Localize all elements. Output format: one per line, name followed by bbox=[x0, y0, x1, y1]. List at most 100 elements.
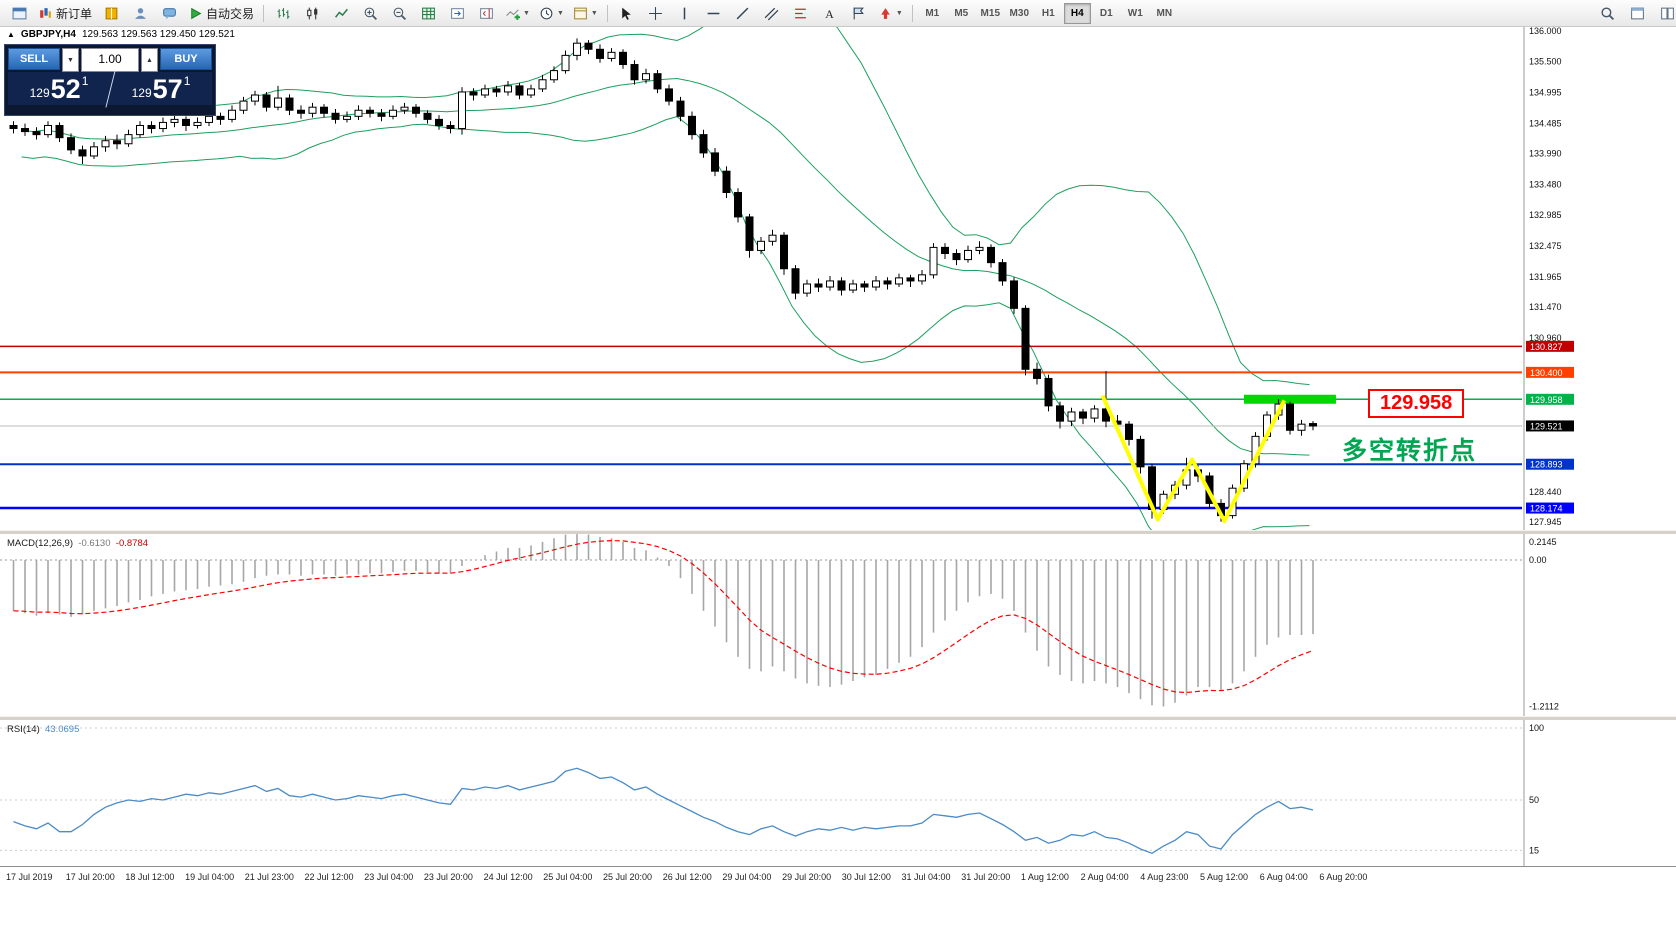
candlestick-chart-button[interactable] bbox=[298, 1, 326, 25]
channel-tool[interactable] bbox=[758, 1, 786, 25]
bars-chart-button[interactable] bbox=[269, 1, 297, 25]
toolbar-separator bbox=[606, 4, 608, 22]
svg-text:136.000: 136.000 bbox=[1529, 26, 1562, 36]
chart-shift-button[interactable] bbox=[472, 1, 500, 25]
rsi-panel: 100 50 15 RSI(14) 43.0695 bbox=[0, 720, 1676, 866]
terminal-icon-button[interactable] bbox=[5, 1, 33, 25]
horizontal-line-icon bbox=[707, 12, 720, 14]
indicators-button[interactable]: ▼ bbox=[501, 1, 534, 25]
market-watch-button[interactable] bbox=[414, 1, 442, 25]
svg-text:128.174: 128.174 bbox=[1530, 504, 1563, 514]
terminal-icon bbox=[12, 7, 26, 19]
person-icon bbox=[134, 7, 146, 19]
time-axis-label: 24 Jul 12:00 bbox=[483, 872, 533, 882]
play-icon bbox=[191, 7, 202, 19]
zoom-out-icon bbox=[393, 7, 406, 20]
time-axis-label: 17 Jul 20:00 bbox=[65, 872, 115, 882]
time-axis-label: 21 Jul 23:00 bbox=[244, 872, 294, 882]
svg-text:-1.2112: -1.2112 bbox=[1529, 702, 1559, 712]
volume-input[interactable]: 1.00 bbox=[81, 48, 139, 72]
time-axis-label: 29 Jul 04:00 bbox=[722, 872, 772, 882]
tf-button-m30[interactable]: M30 bbox=[1009, 7, 1029, 19]
time-axis-label: 31 Jul 04:00 bbox=[901, 872, 951, 882]
community-button[interactable] bbox=[126, 1, 154, 25]
volume-dropdown-caret[interactable]: ▼ bbox=[62, 48, 79, 72]
new-order-button[interactable]: 新订单 bbox=[34, 1, 96, 25]
tf-button-h4[interactable]: H4 bbox=[1063, 2, 1091, 24]
svg-text:130.400: 130.400 bbox=[1530, 368, 1563, 378]
tf-button-d1[interactable]: D1 bbox=[1099, 7, 1113, 19]
cursor-tool-button[interactable] bbox=[613, 1, 641, 25]
dropdown-caret-icon: ▼ bbox=[590, 9, 598, 17]
time-axis-label: 6 Aug 04:00 bbox=[1259, 872, 1308, 882]
tile-windows-button[interactable] bbox=[1653, 1, 1676, 25]
tf-button-w1[interactable]: W1 bbox=[1127, 7, 1143, 19]
time-axis-label: 31 Jul 20:00 bbox=[961, 872, 1011, 882]
crosshair-tool-button[interactable] bbox=[642, 1, 670, 25]
time-axis-label: 17 Jul 2019 bbox=[6, 872, 53, 882]
toolbar-separator bbox=[911, 4, 913, 22]
volume-spin-up[interactable]: ▲ bbox=[141, 48, 158, 72]
time-axis-label: 30 Jul 12:00 bbox=[841, 872, 891, 882]
svg-text:128.893: 128.893 bbox=[1530, 460, 1563, 470]
tf-button-m15[interactable]: M15 bbox=[980, 7, 1000, 19]
symbol-search-button[interactable] bbox=[1593, 1, 1621, 25]
templates-button[interactable]: ▼ bbox=[569, 1, 602, 25]
timeframe-bar: M1 M5 M15 M30 H1 H4 D1 W1 MN bbox=[918, 2, 1179, 24]
trendline-tool[interactable] bbox=[729, 1, 757, 25]
time-axis-label: 1 Aug 12:00 bbox=[1020, 872, 1069, 882]
new-order-label: 新订单 bbox=[56, 6, 93, 21]
vertical-line-tool[interactable] bbox=[671, 1, 699, 25]
tf-button-m1[interactable]: M1 bbox=[925, 7, 940, 19]
zoom-out-button[interactable] bbox=[385, 1, 413, 25]
time-axis-label: 23 Jul 20:00 bbox=[423, 872, 473, 882]
ohlc-bars-icon bbox=[277, 7, 289, 19]
candlestick-icon bbox=[306, 7, 317, 19]
autotrading-button[interactable]: 自动交易 bbox=[184, 1, 258, 25]
zoom-in-button[interactable] bbox=[356, 1, 384, 25]
svg-text:129.521: 129.521 bbox=[1530, 421, 1563, 431]
turning-point-annotation: 多空转折点 bbox=[1342, 437, 1478, 465]
label-tool[interactable] bbox=[845, 1, 873, 25]
time-axis-label: 6 Aug 20:00 bbox=[1319, 872, 1368, 882]
bid-point: 1 bbox=[81, 74, 89, 88]
time-axis-label: 23 Jul 04:00 bbox=[364, 872, 414, 882]
tf-button-mn[interactable]: MN bbox=[1156, 7, 1173, 19]
chart-shift-icon bbox=[479, 7, 493, 19]
chat-button[interactable] bbox=[155, 1, 183, 25]
horizontal-levels: 130.827 130.400 129.958 128.893 128.174 bbox=[0, 340, 1574, 514]
search-icon bbox=[1600, 6, 1614, 20]
arrows-tool[interactable]: ▼ bbox=[874, 1, 907, 25]
tf-button-h1[interactable]: H1 bbox=[1041, 7, 1055, 19]
time-axis-label: 18 Jul 12:00 bbox=[125, 872, 175, 882]
ask-point: 1 bbox=[183, 74, 191, 88]
buy-button[interactable]: BUY bbox=[160, 48, 212, 70]
svg-text:100: 100 bbox=[1529, 723, 1544, 733]
rsi-canvas[interactable]: 100 50 15 bbox=[0, 720, 1676, 866]
macd-canvas[interactable]: 0.2145 0.00 -1.2112 bbox=[0, 534, 1676, 716]
svg-text:131.965: 131.965 bbox=[1529, 272, 1562, 282]
new-window-button[interactable] bbox=[1623, 1, 1651, 25]
chat-bubble-icon bbox=[162, 7, 176, 19]
cursor-icon bbox=[622, 7, 632, 20]
auto-scroll-button[interactable] bbox=[443, 1, 471, 25]
bid-pips: 52 bbox=[50, 74, 81, 104]
rsi-title: RSI(14) 43.0695 bbox=[7, 724, 80, 735]
tile-windows-icon bbox=[1660, 7, 1674, 19]
time-axis[interactable]: 17 Jul 2019 17 Jul 20:00 18 Jul 12:00 19 Ju… bbox=[0, 866, 1676, 891]
bollinger-bands bbox=[21, 26, 1310, 530]
svg-text:0.2145: 0.2145 bbox=[1529, 537, 1557, 547]
horizontal-line-tool[interactable] bbox=[700, 1, 728, 25]
line-chart-button[interactable] bbox=[327, 1, 355, 25]
collapse-triangle-icon[interactable]: ▲ bbox=[7, 30, 15, 39]
price-axis: 136.000 135.500 134.995 134.485 133.990 133.4… bbox=[1523, 26, 1562, 530]
text-tool[interactable]: A bbox=[816, 1, 844, 25]
tf-button-m5[interactable]: M5 bbox=[954, 7, 969, 19]
fibonacci-tool[interactable] bbox=[787, 1, 815, 25]
main-chart-canvas[interactable]: 130.827 130.400 129.958 128.893 128.174 129.5… bbox=[0, 26, 1676, 530]
svg-text:132.985: 132.985 bbox=[1529, 210, 1562, 220]
bid-price: 129 52 1 bbox=[8, 72, 110, 105]
guide-button[interactable] bbox=[97, 1, 125, 25]
periods-button[interactable]: ▼ bbox=[535, 1, 568, 25]
sell-button[interactable]: SELL bbox=[8, 48, 60, 70]
